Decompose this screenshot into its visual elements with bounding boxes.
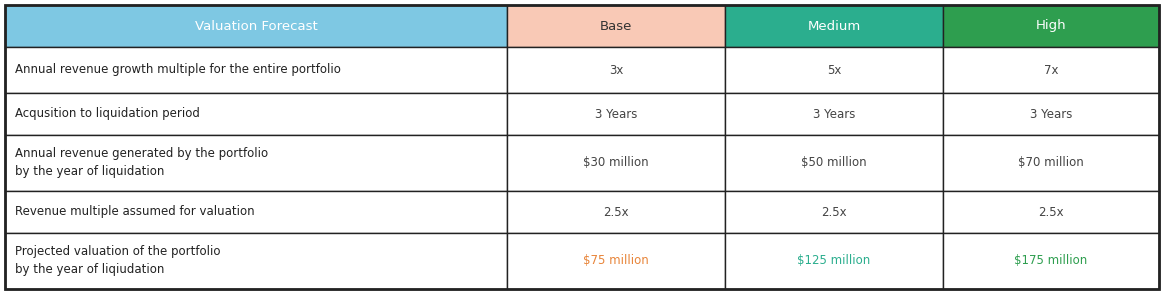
Bar <box>5 5 508 47</box>
Text: $125 million: $125 million <box>797 254 871 268</box>
Bar <box>943 93 1159 135</box>
Bar <box>508 5 725 47</box>
Bar <box>943 233 1159 289</box>
Text: 3 Years: 3 Years <box>1030 108 1072 120</box>
Text: High: High <box>1036 19 1066 33</box>
Text: Valuation Forecast: Valuation Forecast <box>194 19 318 33</box>
Text: 2.5x: 2.5x <box>1038 206 1064 219</box>
Bar <box>5 191 508 233</box>
Text: $75 million: $75 million <box>583 254 648 268</box>
Text: Base: Base <box>599 19 632 33</box>
Text: 3 Years: 3 Years <box>812 108 856 120</box>
Bar <box>508 93 725 135</box>
Bar <box>725 47 943 93</box>
Text: 2.5x: 2.5x <box>821 206 847 219</box>
Bar <box>5 233 508 289</box>
Text: $70 million: $70 million <box>1018 157 1084 170</box>
Text: Medium: Medium <box>808 19 860 33</box>
Bar <box>725 93 943 135</box>
Bar <box>508 191 725 233</box>
Text: $30 million: $30 million <box>583 157 648 170</box>
Bar <box>725 191 943 233</box>
Bar <box>508 135 725 191</box>
Text: 2.5x: 2.5x <box>603 206 629 219</box>
Text: Acqusition to liquidation period: Acqusition to liquidation period <box>15 108 200 120</box>
Text: 3 Years: 3 Years <box>595 108 637 120</box>
Bar <box>943 47 1159 93</box>
Bar <box>508 47 725 93</box>
Bar <box>725 233 943 289</box>
Bar <box>725 135 943 191</box>
Text: Annual revenue generated by the portfolio
by the year of liquidation: Annual revenue generated by the portfoli… <box>15 147 268 178</box>
Bar <box>5 47 508 93</box>
Text: 3x: 3x <box>609 64 623 77</box>
Text: 5x: 5x <box>826 64 842 77</box>
Text: $50 million: $50 million <box>801 157 867 170</box>
Text: Annual revenue growth multiple for the entire portfolio: Annual revenue growth multiple for the e… <box>15 64 341 77</box>
Text: Projected valuation of the portfolio
by the year of liqiudation: Projected valuation of the portfolio by … <box>15 246 220 277</box>
Bar <box>943 135 1159 191</box>
Bar <box>5 135 508 191</box>
Bar <box>508 233 725 289</box>
Bar <box>943 5 1159 47</box>
Bar <box>725 5 943 47</box>
Text: 7x: 7x <box>1044 64 1058 77</box>
Text: $175 million: $175 million <box>1014 254 1087 268</box>
Text: Revenue multiple assumed for valuation: Revenue multiple assumed for valuation <box>15 206 255 219</box>
Bar <box>943 191 1159 233</box>
Bar <box>5 93 508 135</box>
